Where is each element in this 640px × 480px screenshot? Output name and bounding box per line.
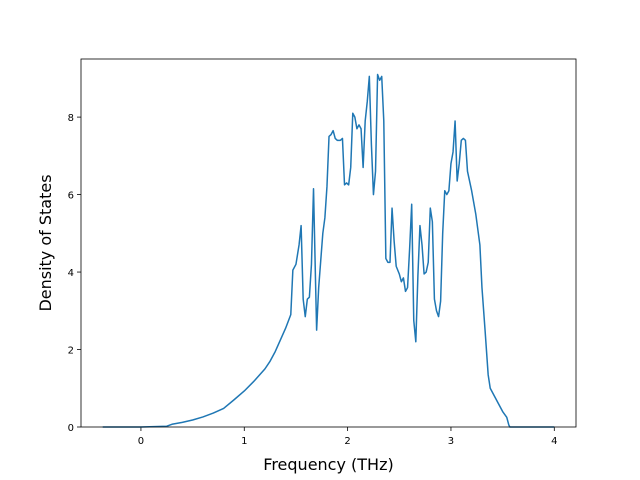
y-tick-label: 2: [68, 346, 74, 357]
x-axis-label: Frequency (THz): [263, 455, 393, 474]
y-tick-label: 0: [68, 423, 74, 434]
x-tick-label: 4: [551, 436, 557, 447]
y-tick-label: 6: [68, 191, 74, 202]
y-axis-label: Density of States: [36, 174, 55, 311]
plot-frame: [80, 58, 577, 428]
data-line: [102, 73, 555, 428]
x-tick-label: 0: [138, 436, 144, 447]
x-tick-label: 1: [241, 436, 247, 447]
x-tick-label: 3: [448, 436, 454, 447]
y-tick-label: 4: [68, 268, 74, 279]
x-tick-label: 2: [344, 436, 350, 447]
y-tick-label: 8: [68, 113, 74, 124]
